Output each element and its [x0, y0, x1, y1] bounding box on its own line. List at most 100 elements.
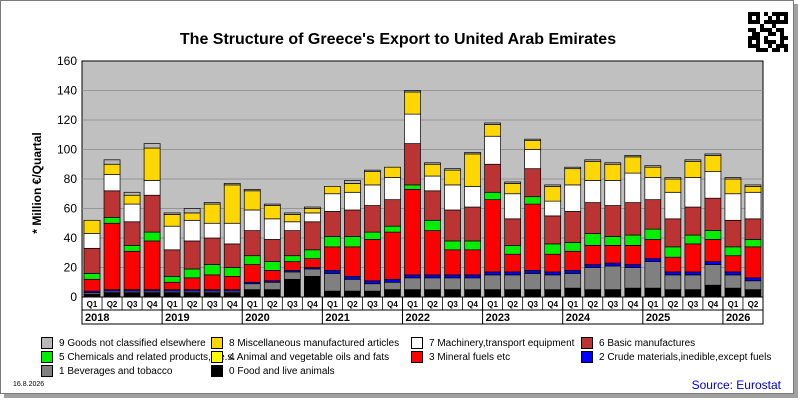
chart-canvas: 0 20 40 60 80 100 120 140 160 Q1 Q2 Q3 Q4 Q1 Q2 Q3 Q4 Q1 Q… — [57, 54, 764, 325]
bar-segment-s8-q7 — [223, 184, 241, 224]
bar-segment-s9-q8 — [243, 188, 261, 192]
bar-segment-s0-q1 — [103, 292, 121, 298]
bar-segment-s1-q22 — [524, 273, 542, 290]
legend-item: 0 Food and live animals — [211, 365, 335, 377]
y-tick-label: 0 — [70, 290, 77, 304]
bar-segment-s2-q27 — [624, 264, 642, 268]
bar-segment-s5-q23 — [544, 243, 562, 255]
bar-segment-s8-q24 — [564, 168, 582, 186]
bar-segment-s6-q12 — [324, 211, 341, 237]
bar-segment-s0-q32 — [724, 287, 742, 298]
bar-segment-s3-q15 — [384, 231, 401, 280]
bar-segment-s1-q32 — [724, 274, 742, 289]
legend-label: 9 Goods not classified elsewhere — [59, 337, 206, 349]
bar-segment-s5-q20 — [484, 191, 501, 201]
bar-segment-s2-q32 — [724, 271, 742, 276]
bar-segment-s3-q28 — [644, 239, 662, 259]
bar-segment-s8-q4 — [163, 214, 181, 227]
x-tick-label-year: 2022 — [405, 312, 429, 324]
x-tick-label-quarter: Q4 — [627, 300, 638, 309]
bar-segment-s9-q27 — [624, 155, 642, 158]
bar-segment-s0-q11 — [303, 276, 321, 298]
x-tick-label-quarter: Q4 — [387, 300, 398, 309]
bar-segment-s6-q20 — [484, 163, 501, 193]
source-credit: Source: Eurostat — [691, 378, 781, 392]
legend-item: 7 Machinery,transport equipment — [411, 337, 574, 349]
bar-segment-s8-q3 — [143, 147, 161, 181]
bar-segment-s0-q18 — [444, 289, 461, 298]
bar-segment-s3-q1 — [103, 222, 121, 290]
x-tick-label-quarter: Q4 — [307, 300, 318, 309]
bar-segment-s2-q31 — [704, 261, 722, 265]
bar-segment-s2-q22 — [524, 270, 542, 274]
bar-segment-s0-q13 — [344, 290, 361, 298]
bar-segment-s5-q15 — [384, 225, 401, 233]
legend-item: 1 Beverages and tobacco — [41, 365, 172, 377]
bar-segment-s6-q2 — [123, 221, 141, 246]
legend-item: 4 Animal and vegetable oils and fats — [211, 351, 389, 363]
bar-segment-s7-q20 — [484, 135, 501, 165]
bar-segment-s9-q3 — [143, 143, 161, 149]
y-tick-label: 120 — [57, 113, 77, 127]
bar-segment-s1-q15 — [384, 281, 401, 290]
legend-swatch — [41, 365, 53, 377]
bar-segment-s2-q24 — [564, 270, 582, 274]
bar-segment-s8-q15 — [384, 166, 401, 178]
bar-segment-s6-q13 — [344, 209, 361, 237]
bar-segment-s2-q26 — [604, 262, 622, 267]
bar-segment-s1-q27 — [624, 267, 642, 289]
bar-segment-s7-q26 — [604, 180, 622, 206]
x-tick-label-year: 2021 — [325, 312, 349, 324]
bar-segment-s1-q30 — [684, 274, 702, 290]
bar-segment-s7-q14 — [364, 184, 381, 206]
bar-segment-s8-q6 — [203, 203, 221, 224]
bar-segment-s3-q21 — [504, 253, 521, 273]
bar-segment-s1-q26 — [604, 265, 622, 290]
bar-segment-s9-q14 — [364, 169, 381, 172]
bar-segment-s8-q21 — [504, 183, 521, 195]
qr-code-icon — [748, 12, 788, 52]
bar-segment-s6-q0 — [83, 247, 101, 274]
bar-segment-s3-q3 — [143, 240, 161, 290]
bar-segment-s1-q28 — [644, 261, 662, 289]
bar-segment-s7-q19 — [464, 186, 481, 208]
y-tick-label: 80 — [64, 172, 78, 186]
bar-segment-s3-q30 — [684, 243, 702, 273]
bar-segment-s8-q16 — [404, 91, 421, 115]
x-tick-label-quarter: Q3 — [207, 300, 218, 309]
bar-segment-s3-q26 — [604, 245, 622, 264]
bar-segment-s3-q16 — [404, 188, 421, 276]
bar-segment-s9-q13 — [344, 180, 361, 184]
x-tick-label-year: 2019 — [165, 312, 189, 324]
bar-segment-s1-q14 — [364, 283, 381, 292]
bar-segment-s3-q23 — [544, 253, 562, 273]
bar-segment-s0-q24 — [564, 287, 582, 298]
bar-segment-s9-q33 — [744, 184, 762, 187]
bar-segment-s3-q31 — [704, 239, 722, 262]
bar-segment-s3-q13 — [344, 246, 361, 277]
bar-segment-s8-q0 — [83, 219, 101, 234]
legend-item: 8 Miscellaneous manufactured articles — [211, 337, 399, 349]
bar-segment-s5-q28 — [644, 228, 662, 240]
bar-segment-s2-q19 — [464, 274, 481, 279]
bar-segment-s0-q20 — [484, 289, 501, 298]
bar-segment-s8-q5 — [183, 212, 201, 221]
bar-segment-s7-q0 — [83, 233, 101, 249]
bar-segment-s1-q11 — [303, 268, 321, 277]
bar-segment-s8-q18 — [444, 169, 461, 186]
bar-segment-s7-q15 — [384, 177, 401, 201]
bar-segment-s8-q13 — [344, 183, 361, 193]
bar-segment-s1-q17 — [424, 277, 441, 290]
bar-segment-s7-q8 — [243, 209, 261, 231]
bar-segment-s8-q29 — [664, 178, 682, 193]
bar-segment-s1-q8 — [243, 283, 261, 290]
bar-segment-s7-q2 — [123, 203, 141, 223]
bar-segment-s8-q26 — [604, 163, 622, 181]
bar-segment-s8-q1 — [103, 163, 121, 175]
bar-segment-s5-q7 — [223, 267, 241, 277]
x-tick-label-quarter: Q3 — [607, 300, 618, 309]
legend-swatch — [41, 337, 53, 349]
legend-label: 8 Miscellaneous manufactured articles — [229, 337, 400, 349]
bar-segment-s6-q27 — [624, 202, 642, 236]
bar-segment-s5-q9 — [263, 261, 281, 271]
